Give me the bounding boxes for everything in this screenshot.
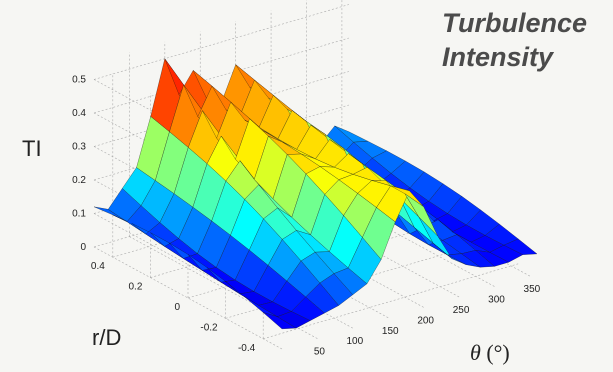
x-axis-unit: (°) xyxy=(486,340,510,365)
z-axis-label: TI xyxy=(22,136,42,161)
y-tick-label: -0.4 xyxy=(238,343,256,354)
axis-layer: 0 0.1 0.2 0.3 0.4 0.5 0.4 0.2 0 -0.2 -0.4 50 100 150 2… xyxy=(72,75,541,358)
z-tick-label: 0.1 xyxy=(72,209,86,220)
chart-title: Turbulence Intensity xyxy=(442,6,587,74)
z-tick-label: 0.4 xyxy=(72,108,86,119)
z-tick-label: 0.2 xyxy=(72,175,86,186)
x-axis-symbol: θ xyxy=(470,340,481,365)
surface-layer xyxy=(93,58,538,330)
z-tick-label: 0.3 xyxy=(72,142,86,153)
chart-title-line-2: Intensity xyxy=(441,42,553,72)
y-tick-label: 0.2 xyxy=(128,282,142,293)
x-tick-label: 50 xyxy=(314,347,326,358)
x-axis-label: θ (°) xyxy=(470,340,510,366)
x-tick-label: 150 xyxy=(382,326,399,337)
y-tick-label: -0.2 xyxy=(200,322,218,333)
x-tick-label: 250 xyxy=(453,305,470,316)
grid-line xyxy=(93,4,350,80)
y-tick-label: 0 xyxy=(174,302,180,313)
chart-title-line-1: Turbulence xyxy=(441,8,587,38)
surface-patch xyxy=(503,238,538,255)
x-tick-label: 100 xyxy=(346,336,363,347)
x-tick-label: 350 xyxy=(524,284,541,295)
y-axis-label: r/D xyxy=(92,325,122,350)
z-tick-label: 0 xyxy=(80,242,86,253)
y-tick-label: 0.4 xyxy=(91,261,105,272)
z-tick-label: 0.5 xyxy=(72,75,86,86)
x-tick-label: 300 xyxy=(488,295,505,306)
x-tick-label: 200 xyxy=(417,315,434,326)
grid-line xyxy=(263,263,519,340)
